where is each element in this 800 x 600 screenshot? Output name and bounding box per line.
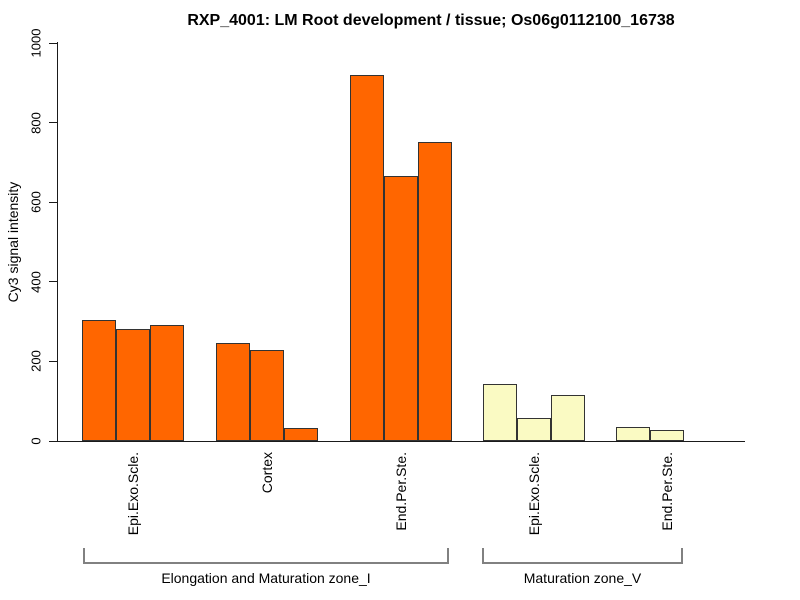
y-tick-label: 0	[28, 437, 44, 445]
x-category-label: End.Per.Ste.	[659, 452, 675, 531]
bar-cortex-2	[250, 350, 284, 441]
x-category-label: Epi.Exo.Scle.	[125, 452, 141, 536]
bar-end-per-ste-2	[384, 176, 418, 441]
y-tick-label: 600	[28, 191, 44, 214]
bar-epi-exo-scle-1	[483, 384, 517, 441]
bar-cortex-3	[284, 428, 318, 441]
x-category-label: Cortex	[259, 452, 275, 494]
bar-cortex-1	[216, 343, 250, 441]
y-tick-mark	[49, 440, 57, 442]
y-tick-mark	[49, 122, 57, 124]
y-tick-label: 1000	[28, 28, 44, 58]
bar-end-per-ste-1	[616, 427, 650, 441]
y-tick-mark	[49, 201, 57, 203]
y-tick-label: 200	[28, 350, 44, 373]
bar-epi-exo-scle-2	[116, 329, 150, 441]
y-tick-label: 800	[28, 111, 44, 134]
chart-title: RXP_4001: LM Root development / tissue; …	[187, 12, 675, 29]
y-tick-mark	[49, 42, 57, 44]
x-category-label: End.Per.Ste.	[393, 452, 409, 531]
y-axis-label: Cy3 signal intensity	[5, 181, 21, 303]
zone-label: Maturation zone_V	[523, 570, 642, 586]
x-category-label: Epi.Exo.Scle.	[526, 452, 542, 536]
bar-epi-exo-scle-2	[517, 418, 551, 441]
y-tick-mark	[49, 281, 57, 283]
zone-label: Elongation and Maturation zone_I	[161, 570, 371, 586]
x-axis-line	[57, 441, 745, 442]
bar-epi-exo-scle-1	[82, 320, 116, 441]
bar-epi-exo-scle-3	[150, 325, 184, 441]
zone-bracket	[83, 548, 449, 564]
bar-end-per-ste-1	[350, 75, 384, 441]
y-tick-mark	[49, 360, 57, 362]
y-tick-label: 400	[28, 270, 44, 293]
bar-end-per-ste-3	[418, 142, 452, 441]
zone-bracket	[482, 548, 683, 564]
bar-epi-exo-scle-3	[551, 395, 585, 441]
bar-end-per-ste-2	[650, 430, 684, 441]
y-axis-line	[57, 42, 58, 442]
